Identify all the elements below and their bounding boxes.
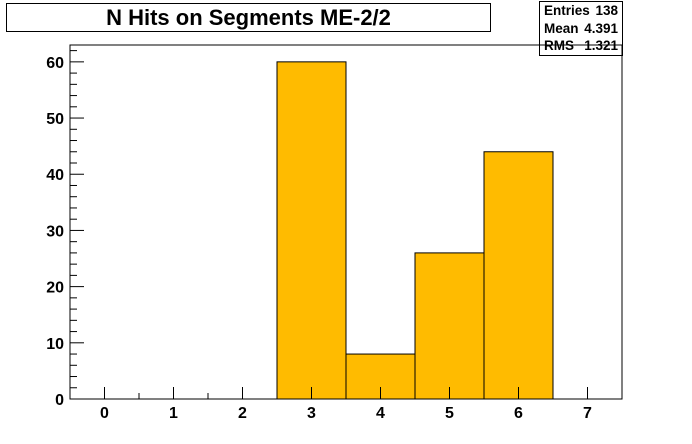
- y-tick-label: 30: [46, 223, 64, 240]
- x-tick-label: 0: [100, 405, 109, 422]
- y-tick-label: 40: [46, 167, 64, 184]
- stats-box: Entries 138 Mean 4.391 RMS 1.321: [539, 1, 623, 56]
- chart-title: N Hits on Segments ME-2/2: [106, 4, 391, 30]
- stats-entries-row: Entries 138: [544, 2, 618, 20]
- y-tick-label: 0: [55, 392, 64, 409]
- x-tick-label: 7: [583, 405, 592, 422]
- x-tick-label: 3: [307, 405, 316, 422]
- stats-entries-value: 138: [595, 3, 618, 18]
- stats-mean-label: Mean: [544, 20, 579, 36]
- x-tick-label: 1: [169, 405, 178, 422]
- histogram-bar: [414, 252, 485, 400]
- stats-entries-label: Entries: [544, 3, 590, 18]
- chart-title-box: N Hits on Segments ME-2/2: [6, 3, 491, 32]
- y-tick-label: 20: [46, 280, 64, 297]
- histogram-bar: [276, 61, 347, 400]
- y-tick-label: 10: [46, 336, 64, 353]
- x-tick-label: 6: [514, 405, 523, 422]
- stats-mean-value: 4.391: [584, 20, 618, 36]
- y-tick-label: 60: [46, 55, 64, 72]
- x-tick-label: 5: [445, 405, 454, 422]
- y-tick-label: 50: [46, 111, 64, 128]
- x-tick-label: 4: [376, 405, 385, 422]
- stats-mean-row: Mean 4.391: [544, 20, 618, 38]
- histogram-bar: [483, 151, 554, 400]
- x-tick-label: 2: [238, 405, 247, 422]
